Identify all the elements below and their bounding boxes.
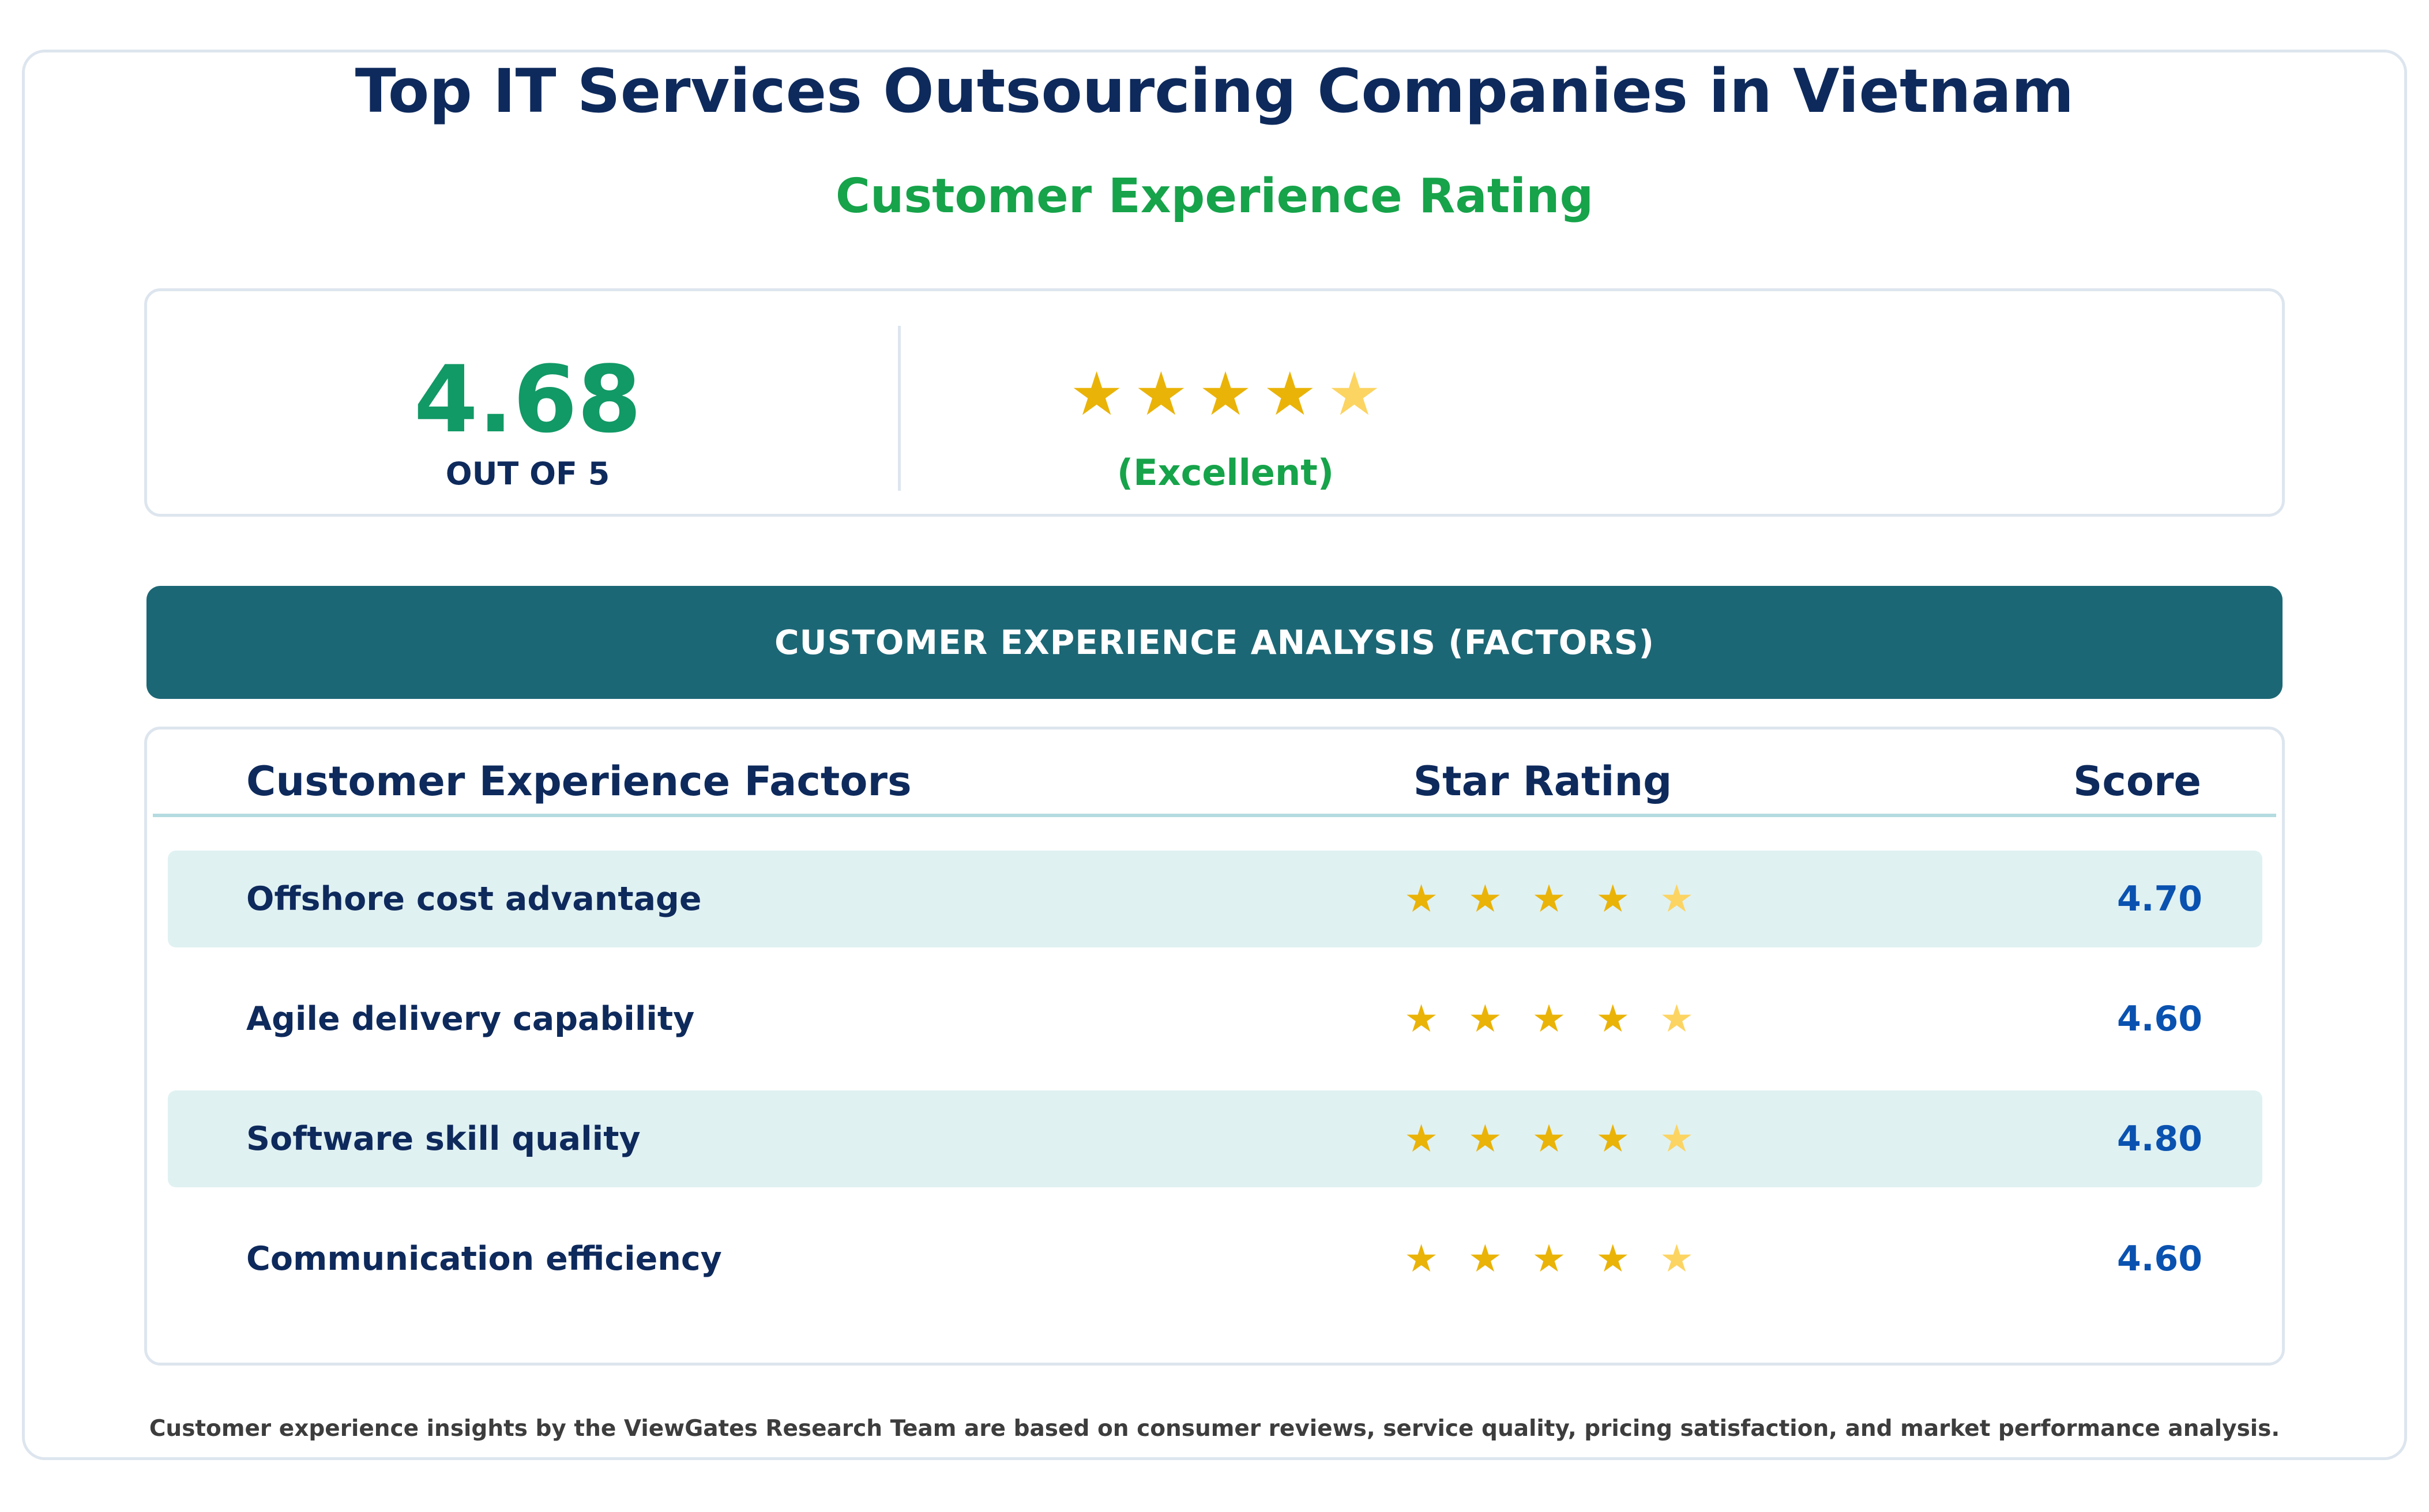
analysis-banner: CUSTOMER EXPERIENCE ANALYSIS (FACTORS) bbox=[146, 586, 2283, 699]
star-icon: ★ bbox=[1468, 1236, 1502, 1281]
star-icon: ★ bbox=[1596, 1116, 1630, 1161]
star-icon: ★ bbox=[1404, 877, 1439, 921]
star-icon: ★ bbox=[1532, 1236, 1566, 1281]
overall-score: 4.68 bbox=[413, 345, 642, 453]
factor-star-rating: ★ ★ ★ ★ ★ bbox=[1390, 864, 1708, 934]
star-icon: ★ bbox=[1468, 996, 1502, 1041]
factor-score: 4.60 bbox=[2116, 999, 2202, 1039]
star-icon: ★ bbox=[1070, 359, 1124, 429]
soft-star-icon: ★ bbox=[1659, 1116, 1694, 1161]
header-divider bbox=[153, 814, 2276, 817]
factor-star-rating: ★ ★ ★ ★ ★ bbox=[1390, 984, 1708, 1054]
soft-star-icon: ★ bbox=[1327, 359, 1381, 429]
star-icon: ★ bbox=[1134, 359, 1188, 429]
factor-name: Offshore cost advantage bbox=[246, 880, 702, 918]
star-icon: ★ bbox=[1532, 996, 1566, 1041]
factor-name: Software skill quality bbox=[246, 1120, 641, 1158]
soft-star-icon: ★ bbox=[1659, 877, 1694, 921]
footnote: Customer experience insights by the View… bbox=[149, 1416, 2280, 1442]
score-column-header: Score bbox=[2073, 758, 2201, 805]
factor-score: 4.80 bbox=[2116, 1119, 2202, 1159]
table-row: Offshore cost advantage ★ ★ ★ ★ ★ 4.70 bbox=[168, 851, 2262, 947]
factor-score: 4.70 bbox=[2116, 879, 2202, 919]
factor-star-rating: ★ ★ ★ ★ ★ bbox=[1390, 1224, 1708, 1293]
star-icon: ★ bbox=[1596, 996, 1630, 1041]
star-icon: ★ bbox=[1596, 1236, 1630, 1281]
factor-table: Customer Experience Factors Star Rating … bbox=[144, 727, 2285, 1366]
star-icon: ★ bbox=[1468, 877, 1502, 921]
card-frame bbox=[22, 50, 2407, 1460]
factor-star-rating: ★ ★ ★ ★ ★ bbox=[1390, 1104, 1708, 1174]
star-icon: ★ bbox=[1404, 1116, 1439, 1161]
soft-star-icon: ★ bbox=[1659, 1236, 1694, 1281]
soft-star-icon: ★ bbox=[1659, 996, 1694, 1041]
summary-card: 4.68 OUT OF 5 ★ ★ ★ ★ ★ (Excellent) bbox=[144, 288, 2285, 517]
star-icon: ★ bbox=[1198, 359, 1253, 429]
star-icon: ★ bbox=[1468, 1116, 1502, 1161]
star-icon: ★ bbox=[1596, 877, 1630, 921]
overall-star-rating: ★ ★ ★ ★ ★ bbox=[1070, 359, 1381, 428]
rating-word: (Excellent) bbox=[1116, 452, 1334, 494]
out-of-label: OUT OF 5 bbox=[445, 456, 610, 492]
factor-name: Agile delivery capability bbox=[246, 1000, 695, 1038]
page-subtitle: Customer Experience Rating bbox=[835, 169, 1594, 224]
star-icon: ★ bbox=[1532, 1116, 1566, 1161]
table-row: Communication efficiency ★ ★ ★ ★ ★ 4.60 bbox=[168, 1210, 2262, 1307]
star-icon: ★ bbox=[1404, 1236, 1439, 1281]
summary-divider bbox=[898, 326, 901, 491]
page-title: Top IT Services Outsourcing Companies in… bbox=[355, 56, 2074, 126]
factor-column-header: Customer Experience Factors bbox=[246, 758, 912, 805]
star-icon: ★ bbox=[1404, 996, 1439, 1041]
star-column-header: Star Rating bbox=[1413, 758, 1672, 805]
factor-name: Communication efficiency bbox=[246, 1240, 722, 1278]
star-icon: ★ bbox=[1263, 359, 1317, 429]
table-row: Software skill quality ★ ★ ★ ★ ★ 4.80 bbox=[168, 1090, 2262, 1187]
table-row: Agile delivery capability ★ ★ ★ ★ ★ 4.60 bbox=[168, 971, 2262, 1067]
factor-score: 4.60 bbox=[2116, 1239, 2202, 1279]
star-icon: ★ bbox=[1532, 877, 1566, 921]
